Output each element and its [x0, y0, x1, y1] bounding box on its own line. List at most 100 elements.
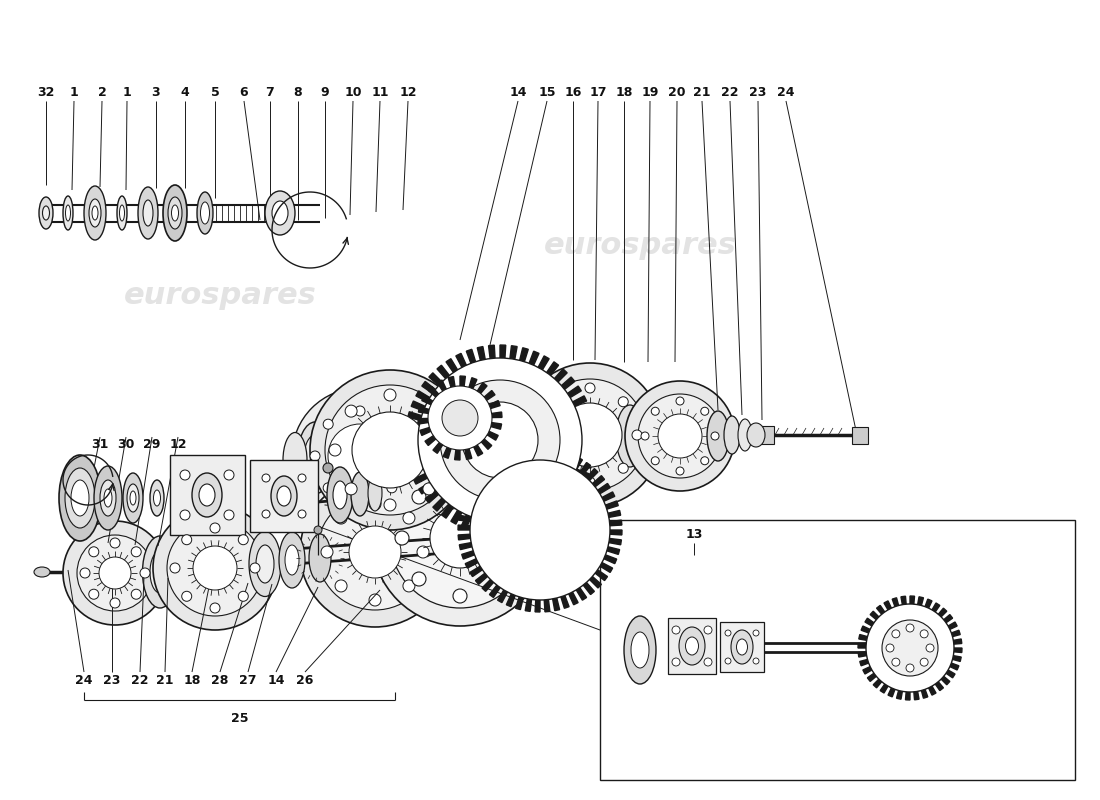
Circle shape [310, 370, 470, 530]
Polygon shape [438, 380, 447, 391]
Polygon shape [421, 382, 436, 394]
Polygon shape [938, 608, 947, 617]
Circle shape [239, 591, 249, 602]
Text: 2: 2 [98, 86, 107, 99]
Polygon shape [581, 450, 594, 457]
Polygon shape [944, 614, 953, 622]
Ellipse shape [738, 419, 752, 451]
Polygon shape [877, 606, 884, 614]
Circle shape [328, 424, 392, 488]
Polygon shape [925, 599, 932, 608]
Polygon shape [570, 478, 584, 489]
Text: 17: 17 [590, 86, 607, 99]
Circle shape [552, 397, 562, 406]
Text: 15: 15 [538, 86, 556, 99]
Polygon shape [896, 690, 902, 699]
Polygon shape [534, 513, 544, 526]
Circle shape [618, 463, 628, 474]
Text: 29: 29 [143, 438, 161, 451]
Ellipse shape [100, 480, 116, 516]
Circle shape [882, 620, 938, 676]
Polygon shape [932, 603, 939, 612]
Polygon shape [583, 582, 594, 594]
Circle shape [336, 512, 348, 524]
Circle shape [417, 546, 429, 558]
Polygon shape [551, 502, 563, 514]
Text: 8: 8 [294, 86, 302, 99]
Text: 30: 30 [118, 438, 134, 451]
Polygon shape [416, 391, 430, 402]
Polygon shape [884, 601, 891, 610]
Bar [600, 520, 1075, 780]
Text: 9: 9 [321, 86, 329, 99]
Circle shape [372, 450, 548, 626]
Circle shape [355, 496, 365, 506]
Polygon shape [586, 469, 598, 481]
Text: 26: 26 [296, 674, 314, 686]
Ellipse shape [65, 468, 95, 528]
Circle shape [89, 546, 99, 557]
Polygon shape [470, 566, 483, 577]
Polygon shape [448, 377, 455, 387]
Circle shape [725, 630, 732, 636]
Ellipse shape [747, 423, 764, 447]
Circle shape [131, 546, 141, 557]
Circle shape [704, 626, 712, 634]
Ellipse shape [154, 490, 161, 506]
Polygon shape [892, 598, 899, 606]
Text: 1: 1 [122, 86, 131, 99]
Polygon shape [418, 418, 428, 424]
Polygon shape [607, 546, 619, 554]
Circle shape [387, 419, 397, 429]
Circle shape [317, 494, 433, 610]
Polygon shape [582, 429, 595, 435]
Polygon shape [520, 450, 527, 462]
Ellipse shape [150, 480, 164, 516]
Text: 16: 16 [564, 86, 582, 99]
Polygon shape [910, 596, 914, 604]
Circle shape [400, 451, 410, 461]
Polygon shape [407, 454, 420, 462]
Polygon shape [426, 490, 439, 503]
Polygon shape [510, 346, 517, 359]
Circle shape [512, 531, 525, 545]
Polygon shape [408, 412, 421, 420]
Circle shape [534, 379, 646, 491]
Circle shape [390, 468, 530, 608]
Ellipse shape [679, 627, 705, 665]
Ellipse shape [168, 197, 182, 229]
Polygon shape [549, 449, 554, 461]
Polygon shape [458, 534, 471, 540]
Ellipse shape [724, 416, 740, 454]
Polygon shape [500, 345, 506, 358]
Ellipse shape [707, 411, 729, 461]
Polygon shape [490, 585, 500, 598]
Circle shape [323, 463, 333, 473]
Polygon shape [580, 418, 593, 426]
Polygon shape [954, 648, 962, 653]
Ellipse shape [66, 205, 70, 221]
Polygon shape [554, 369, 568, 382]
Circle shape [170, 563, 180, 573]
Circle shape [384, 389, 396, 401]
Circle shape [926, 644, 934, 652]
Ellipse shape [297, 422, 332, 494]
Polygon shape [609, 530, 622, 535]
Ellipse shape [130, 491, 136, 505]
Circle shape [494, 572, 508, 586]
Text: 23: 23 [103, 674, 121, 686]
Polygon shape [860, 659, 869, 666]
Circle shape [632, 430, 642, 440]
Text: eurospares: eurospares [123, 281, 317, 310]
Bar [852, 427, 868, 444]
Circle shape [308, 404, 412, 508]
Circle shape [412, 490, 426, 504]
Polygon shape [552, 598, 560, 610]
Polygon shape [473, 479, 485, 490]
Text: 12: 12 [399, 86, 417, 99]
Ellipse shape [34, 567, 50, 577]
Ellipse shape [92, 206, 98, 220]
Polygon shape [901, 596, 906, 605]
Text: 22: 22 [722, 86, 739, 99]
Ellipse shape [126, 484, 139, 512]
